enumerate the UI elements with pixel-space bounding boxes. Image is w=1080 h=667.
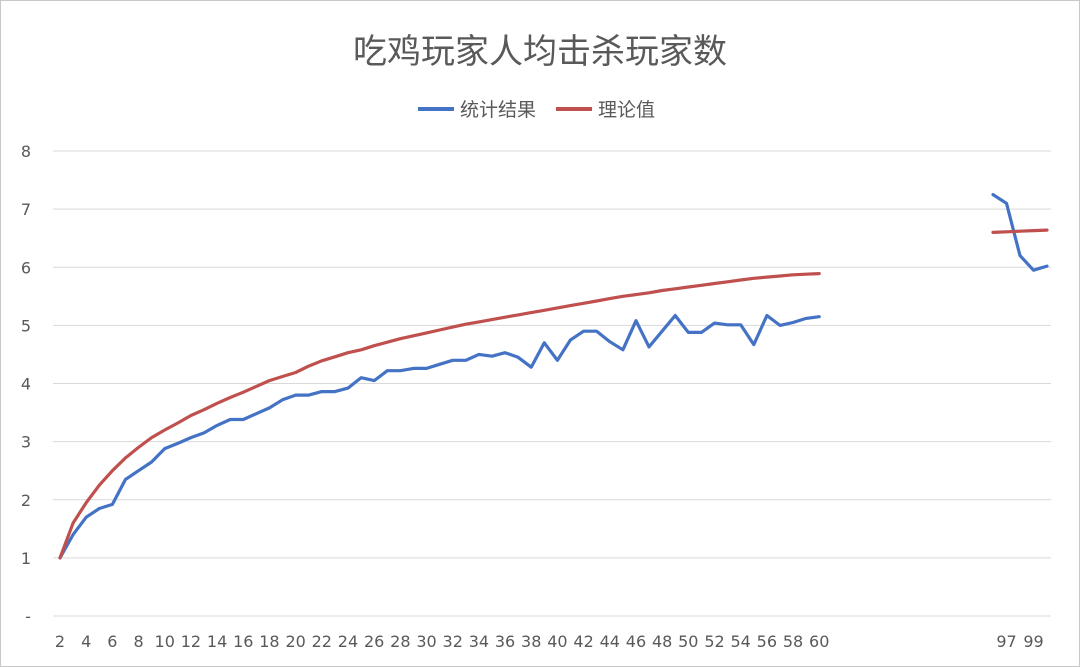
x-tick-label: 50 — [678, 632, 698, 651]
x-tick-label: 30 — [416, 632, 436, 651]
series-line-observed — [991, 193, 1049, 272]
series-line-observed — [58, 313, 821, 560]
x-tick-label: 6 — [107, 632, 117, 651]
y-tick-label: 8 — [21, 142, 31, 161]
x-tick-label: 32 — [443, 632, 463, 651]
x-tick-label: 48 — [652, 632, 672, 651]
x-tick-label: 44 — [600, 632, 620, 651]
x-tick-label: 54 — [731, 632, 751, 651]
legend-label: 统计结果 — [460, 99, 536, 121]
y-tick-label: 1 — [21, 549, 31, 568]
legend-label: 理论值 — [598, 99, 655, 121]
x-tick-label: 20 — [285, 632, 305, 651]
series-line-theory — [58, 272, 821, 560]
x-tick-label: 99 — [1023, 632, 1043, 651]
x-tick-label: 2 — [55, 632, 65, 651]
y-tick-label: 3 — [21, 433, 31, 452]
x-axis: 2 4 6 8 10 12 14 16 18 20 22 24 26 28 30 32 34 36 38 40 42 44… — [55, 632, 1044, 651]
x-tick-label: 56 — [757, 632, 777, 651]
x-tick-label: 12 — [181, 632, 201, 651]
x-tick-label: 18 — [259, 632, 279, 651]
legend: 统计结果 理论值 — [418, 99, 655, 121]
x-tick-label: 46 — [626, 632, 646, 651]
x-tick-label: 10 — [155, 632, 175, 651]
y-tick-label: 4 — [21, 375, 31, 394]
x-tick-label: 8 — [133, 632, 143, 651]
y-tick-label: 7 — [21, 200, 31, 219]
x-tick-label: 34 — [469, 632, 489, 651]
plot-area — [58, 193, 1049, 560]
x-tick-label: 28 — [390, 632, 410, 651]
x-tick-label: 40 — [547, 632, 567, 651]
y-tick-label: 2 — [21, 491, 31, 510]
y-tick-label: - — [25, 607, 31, 626]
x-tick-label: 36 — [495, 632, 515, 651]
x-tick-label: 14 — [207, 632, 227, 651]
x-tick-label: 52 — [704, 632, 724, 651]
x-tick-label: 26 — [364, 632, 384, 651]
y-tick-label: 5 — [21, 316, 31, 335]
chart-title: 吃鸡玩家人均击杀玩家数 — [353, 32, 727, 72]
x-tick-label: 58 — [783, 632, 803, 651]
y-tick-label: 6 — [21, 258, 31, 277]
x-tick-label: 60 — [809, 632, 829, 651]
x-tick-label: 42 — [573, 632, 593, 651]
x-tick-label: 22 — [312, 632, 332, 651]
x-tick-label: 4 — [81, 632, 91, 651]
series-line-theory — [991, 228, 1049, 234]
x-tick-label: 24 — [338, 632, 358, 651]
y-axis: - 1 2 3 4 5 6 7 8 — [21, 142, 31, 626]
x-tick-label: 97 — [996, 632, 1016, 651]
x-tick-label: 38 — [521, 632, 541, 651]
x-tick-label: 16 — [233, 632, 253, 651]
gridlines — [53, 150, 1051, 617]
